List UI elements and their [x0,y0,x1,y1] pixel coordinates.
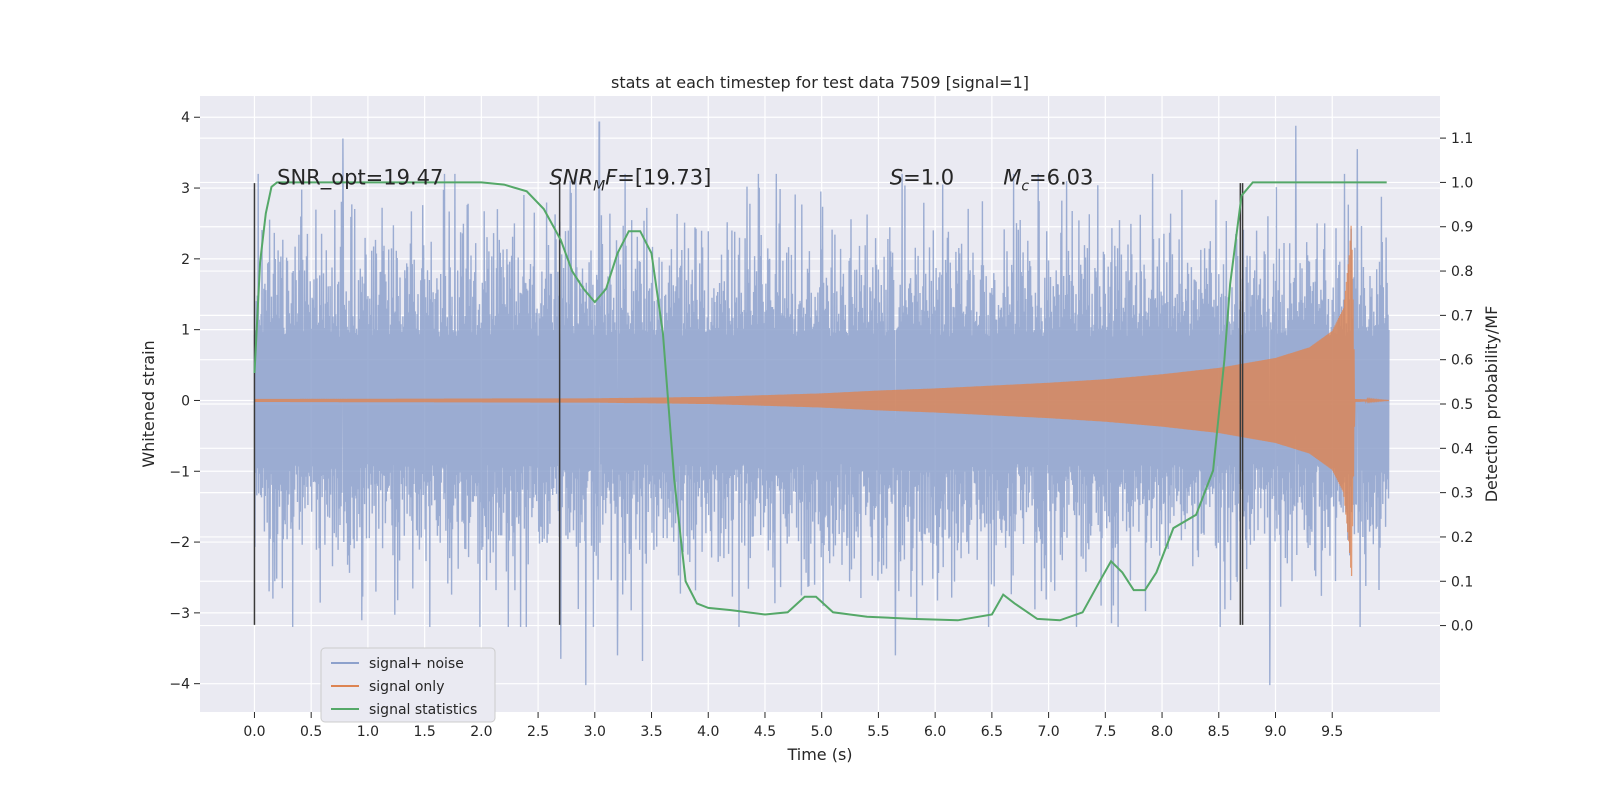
x-tick-label: 1.0 [357,724,379,740]
x-tick-label: 6.5 [981,724,1003,740]
annotation-suffix: F [605,166,618,190]
annotation: Mc=6.03 [1003,166,1093,195]
annotation-main: SNR_opt=19.47 [277,166,443,191]
legend-label: signal statistics [369,702,477,718]
y-axis-label: Whitened strain [139,340,158,467]
annotation-subscript: c [1021,179,1029,195]
legend-label: signal+ noise [369,656,464,672]
noise-series [253,121,1390,686]
y-tick-label: 2 [181,252,190,268]
x-tick-label: 1.5 [413,724,435,740]
x-tick-label: 2.5 [527,724,549,740]
y-right-ticks: 0.0 0.1 0.2 0.3 0.4 0.5 0.6 0.7 0.8 0.9 1.0 1.1 [1440,131,1473,635]
y-tick-label: 1 [181,323,190,339]
y-tick-label: −1 [169,464,190,480]
y-right-tick-label: 0.6 [1451,353,1473,369]
y-right-tick-label: 0.1 [1451,574,1473,590]
x-tick-label: 4.5 [754,724,776,740]
y-right-tick-label: 0.8 [1451,264,1473,280]
x-tick-label: 4.0 [697,724,719,740]
y-ticks: −4 −3 −2 −1 0 1 2 3 4 [169,110,200,693]
x-tick-label: 0.0 [243,724,265,740]
x-tick-label: 8.0 [1151,724,1173,740]
legend: signal+ noise signal only signal statistic… [320,647,496,723]
annotation: SNR_opt=19.47 [277,166,443,191]
annotation-main: M [1003,166,1021,190]
y-tick-label: 4 [181,110,190,126]
y-right-tick-label: 0.2 [1451,530,1473,546]
x-ticks: 0.0 0.5 1.0 1.5 2.0 2.5 3.0 3.5 4.0 4.5 5.0 5.5 6.0 6… [243,712,1343,740]
x-tick-label: 0.5 [300,724,322,740]
annotation-main: S [890,166,903,190]
x-axis-label: Time (s) [786,745,852,764]
x-tick-label: 3.5 [640,724,662,740]
y-right-axis-label: Detection probability/MF [1482,306,1501,503]
x-tick-label: 6.0 [924,724,946,740]
x-tick-label: 8.5 [1208,724,1230,740]
y-tick-label: 0 [181,393,190,409]
annotation: S=1.0 [890,166,954,190]
legend-label: signal only [369,679,444,695]
y-right-tick-label: 0.0 [1451,619,1473,635]
y-right-tick-label: 0.7 [1451,308,1473,324]
annotation-suffix: =6.03 [1029,166,1093,190]
y-tick-label: −4 [169,677,190,693]
y-tick-label: −3 [169,606,190,622]
annotation: SNRMF=[19.73] [549,166,711,195]
y-tick-label: −2 [169,535,190,551]
vertical-markers [253,183,1244,625]
annotation-subscript: M [593,179,605,195]
annotation-suffix: =1.0 [903,166,954,190]
x-tick-label: 2.0 [470,724,492,740]
y-right-tick-label: 0.9 [1451,220,1473,236]
x-tick-label: 3.0 [584,724,606,740]
signal-series [253,225,1389,577]
stats-series [253,181,1387,622]
x-tick-label: 5.5 [867,724,889,740]
annotation-value: =[19.73] [617,166,711,190]
annotations: SNR_opt=19.47 SNRMF=[19.73] S=1.0 Mc=6.03 [277,166,1093,195]
x-tick-label: 7.0 [1037,724,1059,740]
y-tick-label: 3 [181,181,190,197]
legend-box [320,647,496,723]
y-right-tick-label: 1.1 [1451,131,1473,147]
noise-trace [253,121,1390,686]
x-tick-label: 9.5 [1321,724,1343,740]
y-right-tick-label: 0.4 [1451,441,1473,457]
y-right-tick-label: 1.0 [1451,175,1473,191]
y-right-tick-label: 0.5 [1451,397,1473,413]
x-tick-label: 5.0 [811,724,833,740]
y-right-tick-label: 0.3 [1451,486,1473,502]
x-tick-label: 7.5 [1094,724,1116,740]
x-tick-label: 9.0 [1264,724,1286,740]
chart-title: stats at each timestep for test data 750… [611,73,1029,92]
signal-only-trace [253,225,1389,577]
signal-statistics-line [253,181,1387,622]
annotation-main: SNR [549,166,593,190]
